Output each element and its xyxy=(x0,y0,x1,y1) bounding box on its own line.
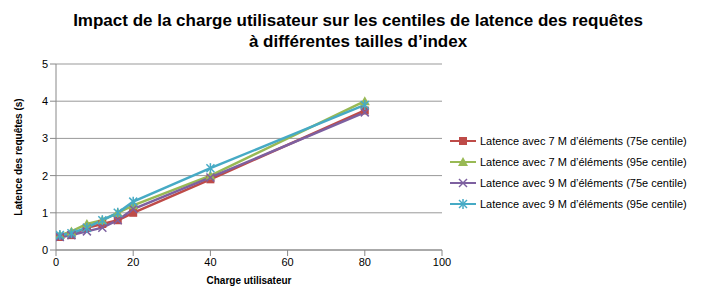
svg-text:80: 80 xyxy=(359,256,371,268)
svg-text:2: 2 xyxy=(42,170,48,182)
html-text:à différentes tailles d’index: à différentes tailles d’index xyxy=(248,32,468,51)
html-text:Latence avec 9 M d’éléments (9: Latence avec 9 M d’éléments (95e centile… xyxy=(480,197,687,210)
html-text:Latence avec 7 M d’éléments (7: Latence avec 7 M d’éléments (75e centile… xyxy=(480,134,687,147)
svg-text:4: 4 xyxy=(42,95,48,107)
svg-text:Latence des requêtes (s): Latence des requêtes (s) xyxy=(13,98,24,215)
svg-text:100: 100 xyxy=(433,256,451,268)
svg-text:40: 40 xyxy=(204,256,216,268)
svg-text:0: 0 xyxy=(53,256,59,268)
svg-text:60: 60 xyxy=(281,256,293,268)
svg-text:20: 20 xyxy=(127,256,139,268)
html-text:Latence avec 9 M d’éléments (7: Latence avec 9 M d’éléments (75e centile… xyxy=(480,176,687,189)
svg-text:3: 3 xyxy=(42,132,48,144)
html-text:Latence avec 7 M d’éléments (9: Latence avec 7 M d’éléments (95e centile… xyxy=(480,155,687,168)
svg-text:5: 5 xyxy=(42,58,48,70)
html-text:Impact de la charge utilisateu: Impact de la charge utilisateur sur les … xyxy=(73,11,643,30)
svg-text:Charge utilisateur: Charge utilisateur xyxy=(206,275,291,286)
svg-text:0: 0 xyxy=(42,244,48,256)
svg-text:1: 1 xyxy=(42,207,48,219)
